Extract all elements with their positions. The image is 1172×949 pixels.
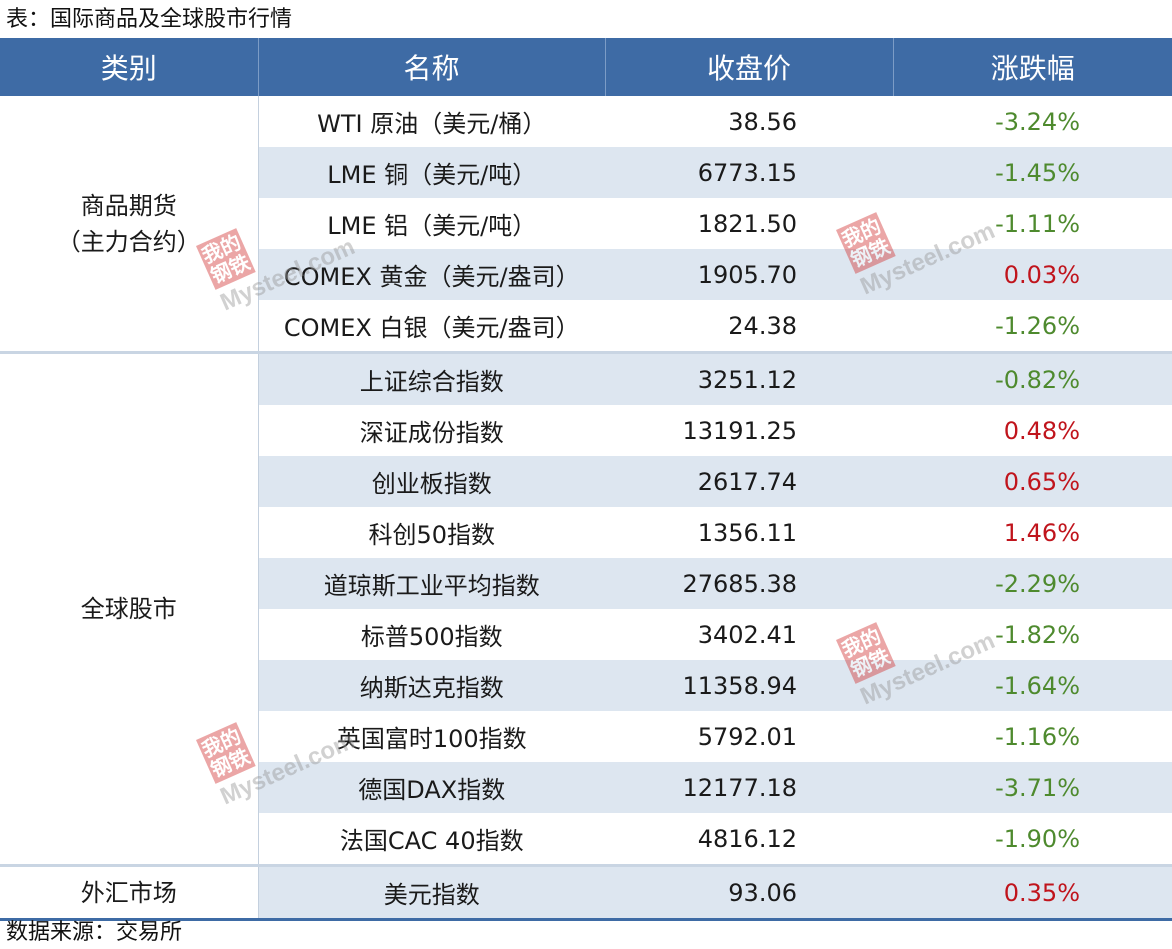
instrument-name: 法国CAC 40指数: [339, 827, 524, 855]
table-row: 全球股市 上证综合指数 3251.12 -0.82%: [0, 351, 1172, 866]
change-pct: -1.45%: [893, 147, 1172, 198]
table-body: 商品期货 （主力合约） WTI 原油（美元/桶） 38.56 -3.24% LME 铜（美…: [0, 96, 1172, 920]
instrument-name: 英国富时100指数: [336, 725, 527, 753]
instrument-name: COMEX 白银（美元/盎司）: [283, 314, 580, 342]
instrument-name: 德国DAX指数: [258, 762, 605, 813]
category-cell: 外汇市场: [0, 864, 259, 920]
table-row: COMEX 黄金（美元/盎司） 1905.70 0.03%: [0, 249, 1172, 300]
close-price: 13191.25: [682, 416, 797, 445]
category-cell: 商品期货 （主力合约）: [0, 96, 259, 353]
close-price: 1821.50: [697, 209, 797, 238]
instrument-name: 纳斯达克指数: [258, 660, 605, 711]
instrument-name: COMEX 黄金（美元/盎司）: [258, 249, 605, 300]
instrument-name: 科创50指数: [368, 521, 496, 549]
header-category: 类别: [0, 38, 258, 96]
close-price: 24.38: [728, 311, 797, 340]
close-price: 1356.11: [697, 518, 797, 547]
category-label: （主力合约）: [56, 227, 201, 256]
table-row: 深证成份指数 13191.25 0.48%: [0, 405, 1172, 456]
change-pct: -3.71%: [893, 762, 1172, 813]
close-price: 27685.38: [605, 558, 893, 609]
change-pct: -0.82%: [893, 351, 1172, 405]
table-row: 法国CAC 40指数 4816.12 -1.90%: [0, 813, 1172, 866]
table-row: LME 铜（美元/吨） 6773.15 -1.45%: [0, 147, 1172, 198]
table-row: 纳斯达克指数 11358.94 -1.64%: [0, 660, 1172, 711]
change-pct: 0.35%: [893, 864, 1172, 920]
table-row: 标普500指数 3402.41 -1.82%: [0, 609, 1172, 660]
change-pct: -1.64%: [893, 660, 1172, 711]
header-close-price: 收盘价: [604, 38, 893, 96]
table-row: 英国富时100指数 5792.01 -1.16%: [0, 711, 1172, 762]
change-pct: 0.65%: [893, 456, 1172, 507]
instrument-name: LME 铜（美元/吨）: [258, 147, 605, 198]
category-label: 商品期货: [80, 191, 177, 220]
table-row: 创业板指数 2617.74 0.65%: [0, 456, 1172, 507]
close-price: 12177.18: [605, 762, 893, 813]
change-pct: -1.16%: [995, 722, 1080, 751]
source-note: 数据来源：交易所: [6, 920, 183, 945]
table-row: 科创50指数 1356.11 1.46%: [0, 507, 1172, 558]
change-pct: 0.48%: [1003, 416, 1080, 445]
close-price: 2617.74: [605, 456, 893, 507]
table-row: COMEX 白银（美元/盎司） 24.38 -1.26%: [0, 300, 1172, 353]
category-label: 全球股市: [80, 595, 177, 623]
change-pct: -1.26%: [995, 311, 1080, 340]
table-row: 商品期货 （主力合约） WTI 原油（美元/桶） 38.56 -3.24%: [0, 96, 1172, 353]
instrument-name: 创业板指数: [258, 456, 605, 507]
change-pct: -3.24%: [995, 107, 1080, 136]
close-price: 3402.41: [697, 620, 797, 649]
change-pct: 1.46%: [1003, 518, 1080, 547]
close-price: 5792.01: [697, 722, 797, 751]
table-row: 外汇市场 美元指数 93.06 0.35%: [0, 864, 1172, 920]
table-row: LME 铝（美元/吨） 1821.50 -1.11%: [0, 198, 1172, 249]
close-price: 11358.94: [605, 660, 893, 711]
change-pct: 0.03%: [893, 249, 1172, 300]
header-name: 名称: [257, 38, 605, 96]
close-price: 38.56: [728, 107, 797, 136]
table-caption: 表：国际商品及全球股市行情: [6, 7, 293, 32]
change-pct: -1.82%: [995, 620, 1080, 649]
instrument-name: 上证综合指数: [258, 351, 605, 405]
market-quotes-table: 类别 名称 收盘价 涨跌幅 商品期货 （主力合约） WTI 原油（美元/桶） 38.5…: [0, 38, 1172, 921]
change-pct: -2.29%: [893, 558, 1172, 609]
instrument-name: 深证成份指数: [359, 419, 504, 447]
close-price: 1905.70: [605, 249, 893, 300]
close-price: 93.06: [605, 864, 893, 920]
category-label: 外汇市场: [80, 878, 177, 907]
category-cell: 全球股市: [0, 351, 259, 866]
change-pct: -1.11%: [995, 209, 1080, 238]
header-change-pct: 涨跌幅: [892, 38, 1172, 96]
instrument-name: 标普500指数: [360, 623, 503, 651]
instrument-name: 道琼斯工业平均指数: [258, 558, 605, 609]
table-row: 道琼斯工业平均指数 27685.38 -2.29%: [0, 558, 1172, 609]
instrument-name: WTI 原油（美元/桶）: [317, 110, 547, 138]
instrument-name: LME 铝（美元/吨）: [327, 212, 537, 240]
instrument-name: 美元指数: [258, 864, 605, 920]
table-row: 德国DAX指数 12177.18 -3.71%: [0, 762, 1172, 813]
change-pct: -1.90%: [995, 824, 1080, 853]
close-price: 6773.15: [605, 147, 893, 198]
header-row: 类别 名称 收盘价 涨跌幅: [0, 38, 1172, 96]
close-price: 3251.12: [605, 351, 893, 405]
close-price: 4816.12: [697, 824, 797, 853]
